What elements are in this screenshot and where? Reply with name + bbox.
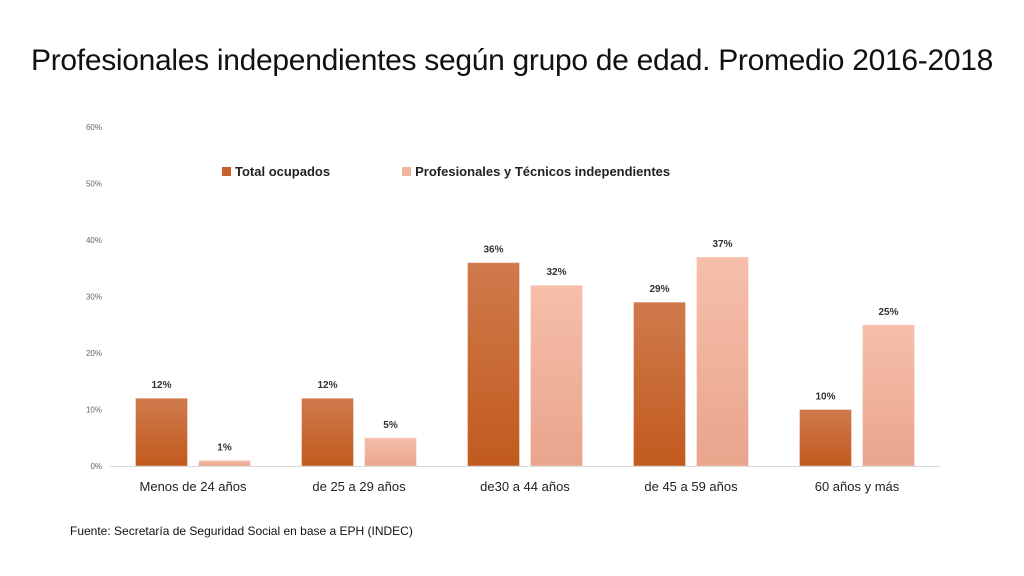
legend-swatch-total (222, 167, 231, 176)
x-tick-label: de30 a 44 años (480, 479, 570, 494)
data-label: 29% (649, 284, 669, 295)
x-axis: Menos de 24 años de 25 a 29 años de30 a 44… (110, 466, 940, 494)
legend: Total ocupados Profesionales y Técnicos … (222, 164, 742, 179)
legend-swatch-profesionales (402, 167, 412, 176)
x-tick-label: de 25 a 29 años (312, 479, 406, 494)
bar-total-ocupados (135, 397, 188, 467)
y-tick-label: 60% (86, 123, 102, 132)
y-tick-label: 40% (86, 236, 102, 245)
data-label: 12% (151, 380, 171, 391)
data-label: 36% (483, 245, 503, 256)
data-label: 25% (878, 307, 898, 318)
bar-profesionales (530, 284, 583, 467)
data-label: 10% (815, 392, 835, 403)
bar-total-ocupados (301, 397, 354, 467)
y-tick-label: 10% (86, 406, 102, 415)
legend-item-total: Total ocupados (222, 164, 330, 179)
bar-profesionales (198, 459, 251, 467)
y-axis: 0% 10% 20% 30% 40% 50% 60% (86, 123, 102, 471)
bar-total-ocupados (467, 262, 520, 467)
data-label: 12% (317, 380, 337, 391)
y-tick-label: 20% (86, 349, 102, 358)
x-tick-label: de 45 a 59 años (644, 479, 738, 494)
data-label: 37% (712, 239, 732, 250)
chart-title: Profesionales independientes según grupo… (31, 44, 993, 77)
bars: 12% 1% 12% 5% 36% 32% 29% 37% 10% 25% (135, 239, 915, 467)
y-tick-label: 0% (90, 462, 102, 471)
legend-item-profesionales: Profesionales y Técnicos independientes (402, 164, 670, 179)
source-note: Fuente: Secretaría de Seguridad Social e… (70, 524, 413, 538)
legend-label-profesionales: Profesionales y Técnicos independientes (415, 164, 671, 179)
y-tick-label: 30% (86, 293, 102, 302)
bar-total-ocupados (799, 409, 852, 467)
bar-total-ocupados (633, 301, 686, 467)
y-tick-label: 50% (86, 180, 102, 189)
legend-label-total: Total ocupados (235, 164, 331, 179)
data-label: 5% (383, 420, 398, 431)
x-tick-label: Menos de 24 años (140, 479, 247, 494)
x-tick-label: 60 años y más (815, 479, 900, 494)
data-label: 32% (546, 267, 566, 278)
bar-profesionales (862, 324, 915, 467)
bar-profesionales (696, 256, 749, 467)
bar-profesionales (364, 437, 417, 467)
data-label: 1% (217, 442, 232, 453)
